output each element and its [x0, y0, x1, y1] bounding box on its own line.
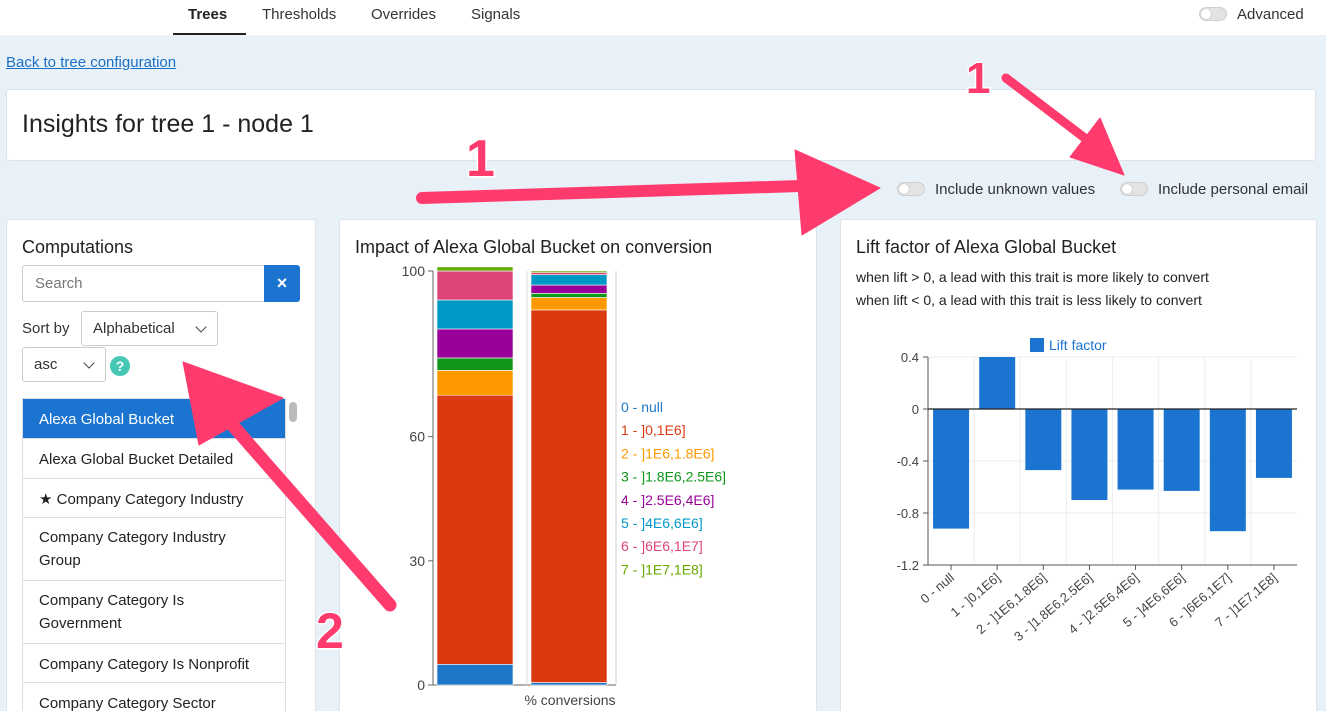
legend-entry: 7 - ]1E7,1E8]: [621, 561, 703, 577]
lift-bar: [1163, 409, 1200, 491]
page-title: Insights for tree 1 - node 1: [22, 110, 314, 138]
x-tick-label: 0 - null: [917, 570, 957, 607]
computation-list-item[interactable]: Alexa Global Bucket: [23, 399, 285, 439]
stacked-bar-segment: [530, 270, 608, 273]
advanced-label: Advanced: [1237, 6, 1304, 23]
stacked-bar-segment: [530, 293, 608, 298]
computation-list-item-label: Company Category Industry Group: [39, 529, 226, 569]
stacked-bar-segment: [436, 328, 514, 359]
legend-entry: 4 - ]2.5E6,4E6]: [621, 492, 714, 508]
impact-chart: 0 30 60 100 % conversions 0 - null 1 - ]0,1E6]…: [402, 263, 726, 708]
computation-list-item-label: Alexa Global Bucket: [39, 411, 175, 428]
computation-list-item-label: Alexa Global Bucket Detailed: [39, 451, 234, 468]
lift-subtitle-2: when lift < 0, a lead with this trait is…: [856, 292, 1202, 308]
stacked-bar-segment: [436, 370, 514, 396]
lift-subtitle-1: when lift > 0, a lead with this trait is…: [856, 269, 1209, 285]
x-tick-label: 3 - ]1.8E6,2.5E6]: [1011, 570, 1095, 644]
legend-swatch: [1030, 338, 1044, 352]
stacked-bar-segment: [530, 297, 608, 311]
lift-bar: [933, 409, 970, 529]
stacked-bar-segment: [436, 394, 514, 665]
computation-list-item[interactable]: Alexa Global Bucket Detailed: [23, 439, 285, 479]
tab-signals[interactable]: Signals: [471, 6, 521, 23]
title-card: Insights for tree 1 - node 1: [6, 89, 1316, 161]
y-tick-label: 100: [402, 263, 426, 279]
computations-title: Computations: [22, 237, 134, 257]
stacked-bar-segment: [436, 266, 514, 272]
y-tick-label: 0: [912, 402, 919, 417]
help-icon[interactable]: ?: [110, 356, 130, 376]
list-scrollbar[interactable]: [289, 402, 297, 422]
sort-order-value: asc: [34, 356, 58, 373]
computation-list-item-label: Company Category Industry: [56, 491, 244, 508]
include-personal-email-label: Include personal email: [1158, 181, 1309, 198]
clear-search-button[interactable]: ×: [264, 265, 300, 302]
stacked-bar-segment: [436, 299, 514, 330]
include-unknown-values-label: Include unknown values: [935, 181, 1096, 198]
computation-list-item-label: Company Category Is Government: [39, 592, 185, 632]
include-unknown-values-toggle[interactable]: [897, 182, 925, 196]
legend-entry: 5 - ]4E6,6E6]: [621, 515, 703, 531]
top-nav: Trees Thresholds Overrides Signals Advan…: [0, 0, 1326, 35]
search-input[interactable]: [22, 265, 265, 302]
legend-entry: 1 - ]0,1E6]: [621, 422, 686, 438]
chevron-down-icon: [83, 357, 95, 369]
tab-overrides[interactable]: Overrides: [371, 6, 437, 23]
stacked-bar-segment: [436, 270, 514, 301]
computation-list-item[interactable]: Company Category Sector: [23, 683, 285, 711]
sort-by-select[interactable]: Alphabetical: [81, 311, 218, 346]
lift-bar: [1117, 409, 1154, 490]
star-icon: ★: [39, 491, 57, 508]
y-tick-label: 0: [417, 677, 425, 693]
impact-chart-card: Impact of Alexa Global Bucket on convers…: [339, 219, 817, 711]
computation-list-item[interactable]: ★ Company Category Industry: [23, 479, 285, 518]
lift-bar: [1071, 409, 1108, 500]
sort-by-value: Alphabetical: [93, 320, 175, 337]
include-personal-email-toggle[interactable]: [1120, 182, 1148, 196]
computation-list-item-label: Company Category Is Nonprofit: [39, 656, 250, 673]
lift-bar: [979, 357, 1016, 409]
legend-entry: Lift factor: [1049, 337, 1107, 353]
computations-list: Alexa Global Bucket Alexa Global Bucket D…: [22, 398, 286, 711]
legend-entry: 2 - ]1E6,1.8E6]: [621, 445, 714, 461]
stacked-bar-segment: [530, 682, 608, 686]
y-tick-label: -0.4: [897, 454, 919, 469]
y-tick-label: -0.8: [897, 506, 919, 521]
stacked-bar-segment: [530, 272, 608, 276]
stacked-bar-segment: [530, 284, 608, 294]
computation-list-item-label: Company Category Sector: [39, 695, 216, 711]
sort-order-select[interactable]: asc: [22, 347, 106, 382]
y-tick-label: -1.2: [897, 558, 919, 573]
legend-entry: 6 - ]6E6,1E7]: [621, 538, 703, 554]
legend-entry: 3 - ]1.8E6,2.5E6]: [621, 469, 726, 485]
y-tick-label: 30: [409, 553, 425, 569]
x-axis-label: % conversions: [524, 692, 615, 708]
tab-trees[interactable]: Trees: [188, 6, 228, 23]
annotation-arrow: [416, 180, 806, 204]
y-tick-label: 60: [409, 429, 425, 445]
stacked-bar-segment: [530, 309, 608, 683]
computation-list-item[interactable]: Company Category Industry Group: [23, 518, 285, 581]
lift-chart-title: Lift factor of Alexa Global Bucket: [856, 237, 1117, 257]
lift-bar: [1255, 409, 1292, 478]
lift-bar: [1025, 409, 1062, 471]
computation-list-item[interactable]: Company Category Is Nonprofit: [23, 644, 285, 683]
stacked-bar-segment: [436, 357, 514, 371]
stacked-bar-segment: [436, 663, 514, 686]
chevron-down-icon: [195, 321, 207, 333]
lift-bar: [1209, 409, 1246, 532]
computation-list-item[interactable]: Company Category Is Government: [23, 581, 285, 644]
active-tab-indicator: [173, 33, 246, 35]
advanced-toggle[interactable]: [1199, 7, 1227, 21]
stacked-bar-segment: [530, 274, 608, 286]
legend-entry: 0 - null: [621, 399, 663, 415]
impact-chart-title: Impact of Alexa Global Bucket on convers…: [355, 237, 713, 257]
tab-thresholds[interactable]: Thresholds: [262, 6, 337, 23]
y-tick-label: 0.4: [901, 350, 919, 365]
back-to-tree-configuration-link[interactable]: Back to tree configuration: [6, 54, 177, 71]
computations-card: Computations × Sort by Alphabetical asc …: [6, 219, 316, 711]
sort-by-label: Sort by: [22, 320, 70, 337]
lift-chart-card: Lift factor of Alexa Global Bucket when …: [840, 219, 1317, 711]
